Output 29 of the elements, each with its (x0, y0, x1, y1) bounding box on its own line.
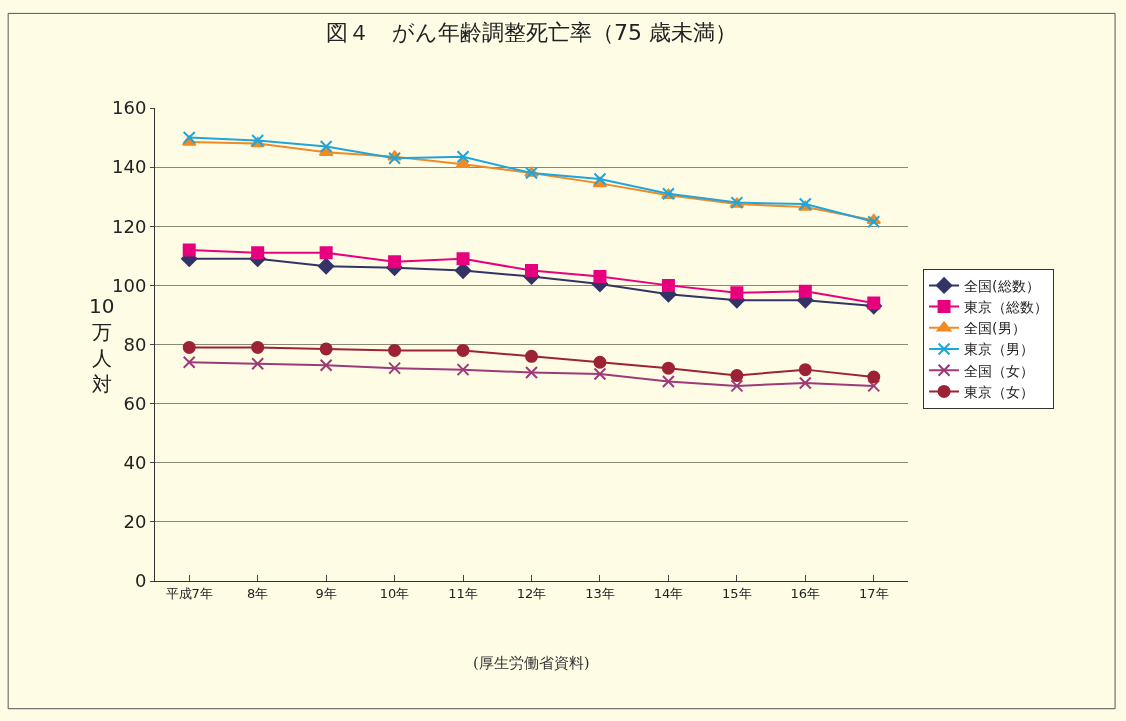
legend-label: 全国(男） (964, 320, 1026, 337)
y-tick-label: 160 (112, 97, 147, 119)
y-tick-label: 120 (112, 215, 147, 237)
y-axis-title: 10万人対 (89, 294, 115, 396)
y-tick-label: 140 (112, 156, 147, 178)
y-tick-label: 40 (123, 452, 147, 474)
text: (厚生労働省資料) (473, 654, 590, 672)
legend-label: 東京（総数） (964, 299, 1049, 316)
y-tick-label: 80 (123, 333, 147, 355)
legend-label: 全国(総数） (964, 277, 1040, 294)
legend-label: 東京（男） (964, 341, 1035, 358)
y-tick-label: 100 (112, 274, 147, 296)
x-tick-label: 11年 (448, 585, 478, 601)
x-tick-label: 14年 (653, 585, 684, 601)
y-tick-label: 0 (134, 570, 147, 592)
chart-title: 図４ がん年齢調整死亡率（75 歳未満） (326, 20, 737, 46)
x-tick-label: 10年 (379, 585, 410, 601)
x-tick-label: 8年 (247, 585, 269, 601)
y-tick-label: 20 (123, 511, 147, 533)
x-tick-label: 16年 (790, 585, 821, 601)
x-tick-label: 17年 (859, 585, 889, 601)
x-tick-label: 9年 (315, 585, 337, 601)
y-tick-label: 60 (123, 392, 147, 414)
x-tick-label: 13年 (585, 585, 615, 601)
x-tick-label: 平成7年 (165, 585, 213, 601)
x-tick-label: 15年 (722, 585, 752, 601)
legend-label: 全国（女） (964, 362, 1035, 379)
legend-label: 東京（女） (964, 383, 1035, 400)
x-tick-label: 12年 (516, 585, 547, 601)
